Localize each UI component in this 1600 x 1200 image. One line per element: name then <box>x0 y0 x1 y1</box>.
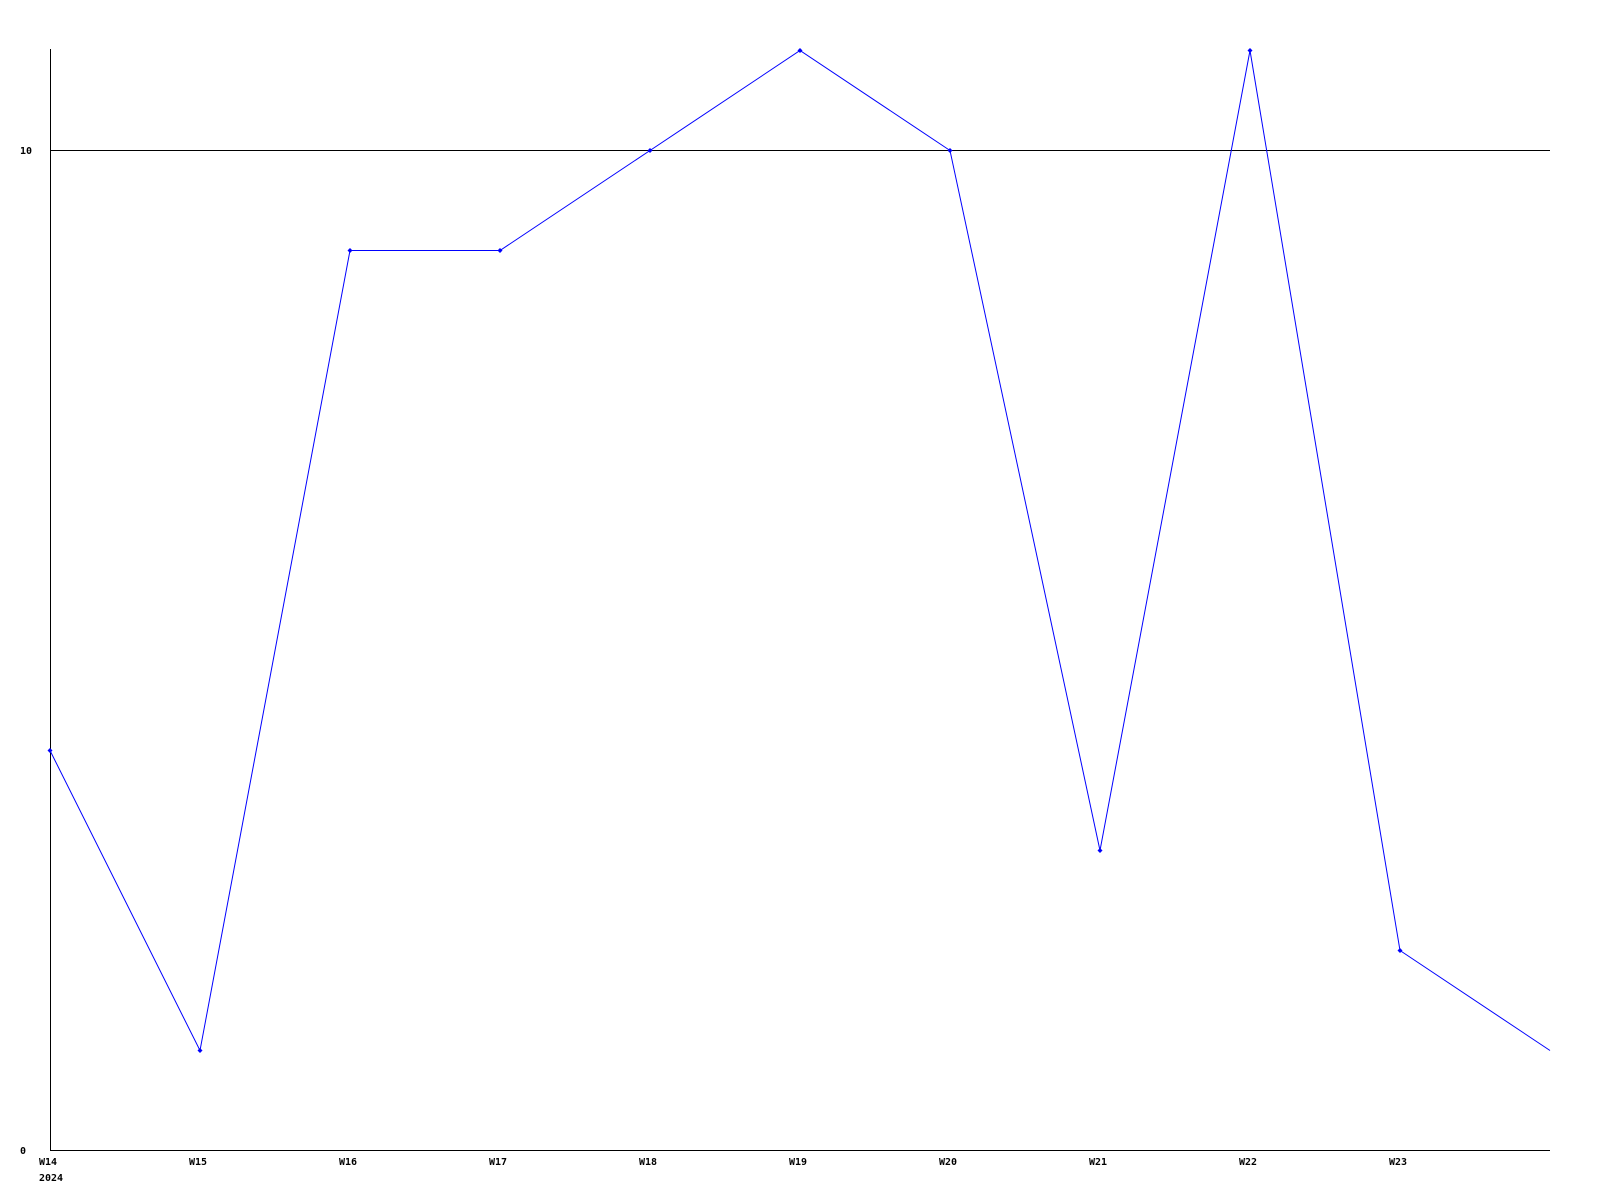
x-tick-label: W17 <box>489 1157 507 1168</box>
data-point <box>497 248 503 253</box>
y-tick-label: 0 <box>20 1146 26 1157</box>
x-tick-label: W18 <box>639 1157 657 1168</box>
data-point <box>797 48 803 53</box>
x-tick-label: W14 <box>39 1157 57 1168</box>
x-tick-label: W15 <box>189 1157 207 1168</box>
data-point <box>47 748 53 753</box>
x-tick-label: W21 <box>1089 1157 1107 1168</box>
data-point <box>347 248 353 253</box>
data-point <box>1397 948 1403 953</box>
data-point <box>1097 848 1103 853</box>
data-point <box>947 148 953 153</box>
x-tick-label: W22 <box>1239 1157 1257 1168</box>
x-year-label: 2024 <box>39 1173 63 1184</box>
x-tick-label: W23 <box>1389 1157 1407 1168</box>
x-tick-label: W19 <box>789 1157 807 1168</box>
data-point <box>1247 48 1253 53</box>
y-tick-label: 10 <box>20 146 32 157</box>
series-line <box>49 49 1551 1053</box>
data-point <box>647 148 653 153</box>
data-point <box>197 1048 203 1053</box>
x-tick-label: W20 <box>939 1157 957 1168</box>
x-tick-label: W16 <box>339 1157 357 1168</box>
